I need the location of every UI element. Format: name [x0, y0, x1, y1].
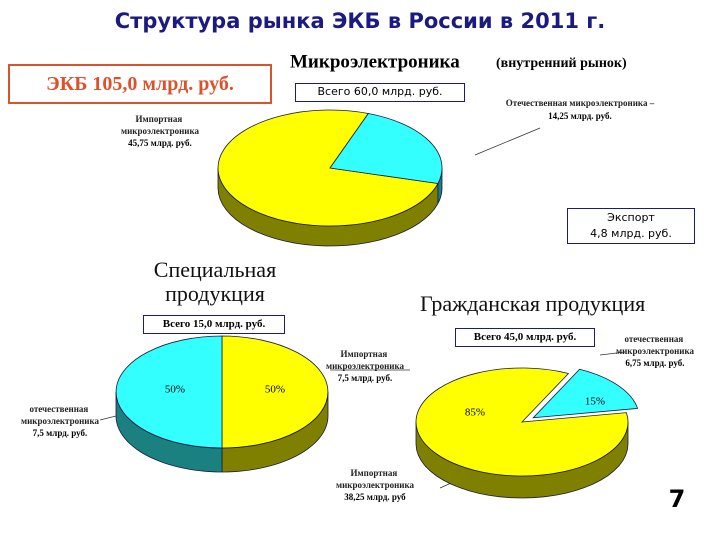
slice-amount-label: 7,5 млрд. руб. — [33, 428, 88, 438]
leader-line — [599, 351, 626, 356]
slice-label: Отечественная микроэлектроника – — [506, 98, 655, 108]
slice-amount-label: 7,5 млрд. руб. — [338, 373, 393, 383]
slice-amount-label: 38,25 млрд. руб — [344, 492, 406, 502]
label-line: микроэлектроника — [616, 346, 695, 356]
pie-slice — [217, 109, 439, 227]
pie-slice — [415, 367, 629, 477]
total-box: Всего 60,0 млрд. руб. — [295, 83, 465, 102]
chart-subtitle: (внутренний рынок) — [496, 56, 627, 71]
slice-value-label: 14,25 млрд. руб. — [548, 111, 612, 121]
chart-title: Специальная продукция — [140, 258, 290, 306]
pie-slice — [532, 368, 639, 419]
slice-label: отечественная микроэлектроника — [21, 404, 100, 426]
slice-label: отечественная микроэлектроника — [616, 334, 695, 356]
label-line: микроэлектроника — [21, 416, 100, 426]
slice-percent-label: 85% — [465, 407, 485, 419]
slice-label: Импортная микроэлектроника — [326, 349, 405, 371]
leader-line — [474, 127, 541, 156]
export-label: Экспорт — [607, 211, 655, 224]
chart-title: Микроэлектроника — [290, 51, 460, 72]
label-line: Импортная — [341, 349, 390, 359]
export-box: Экспорт 4,8 млрд. руб. — [567, 208, 695, 244]
label-line: Импортная — [351, 468, 400, 478]
label-line: микроэлектроника — [326, 361, 405, 371]
label-line: микроэлектроника — [121, 126, 200, 136]
slice-label: Импортная микроэлектроника — [121, 114, 200, 136]
label-line: Отечественная микроэлектроника – — [506, 98, 655, 108]
label-line: отечественная — [624, 334, 685, 344]
pie-slice — [329, 113, 443, 184]
label-line: отечественная — [29, 404, 90, 414]
page-number: 7 — [669, 485, 686, 513]
slice-amount-label: 6,75 млрд. руб. — [625, 358, 684, 368]
label-line: Импортная — [136, 114, 185, 124]
chart-title: Гражданская продукция — [420, 292, 680, 316]
slice-label: Импортная микроэлектроника — [336, 468, 415, 490]
slice-percent-label: 15% — [585, 396, 605, 408]
slice-percent-label: 50% — [165, 384, 185, 396]
total-box: Всего 15,0 млрд. руб. — [143, 315, 285, 334]
slice-value-label: 45,75 млрд. руб. — [128, 138, 192, 148]
ekb-box: ЭКБ 105,0 млрд. руб. — [8, 64, 272, 104]
label-line: микроэлектроника — [336, 480, 415, 490]
pie-slice — [221, 335, 329, 449]
slice-percent-label: 50% — [265, 384, 285, 396]
total-box: Всего 45,0 млрд. руб. — [455, 328, 595, 347]
pie-slice — [115, 335, 223, 449]
slide-title: Структура рынка ЭКБ в России в 2011 г. — [115, 9, 605, 33]
export-value: 4,8 млрд. руб. — [590, 227, 672, 240]
